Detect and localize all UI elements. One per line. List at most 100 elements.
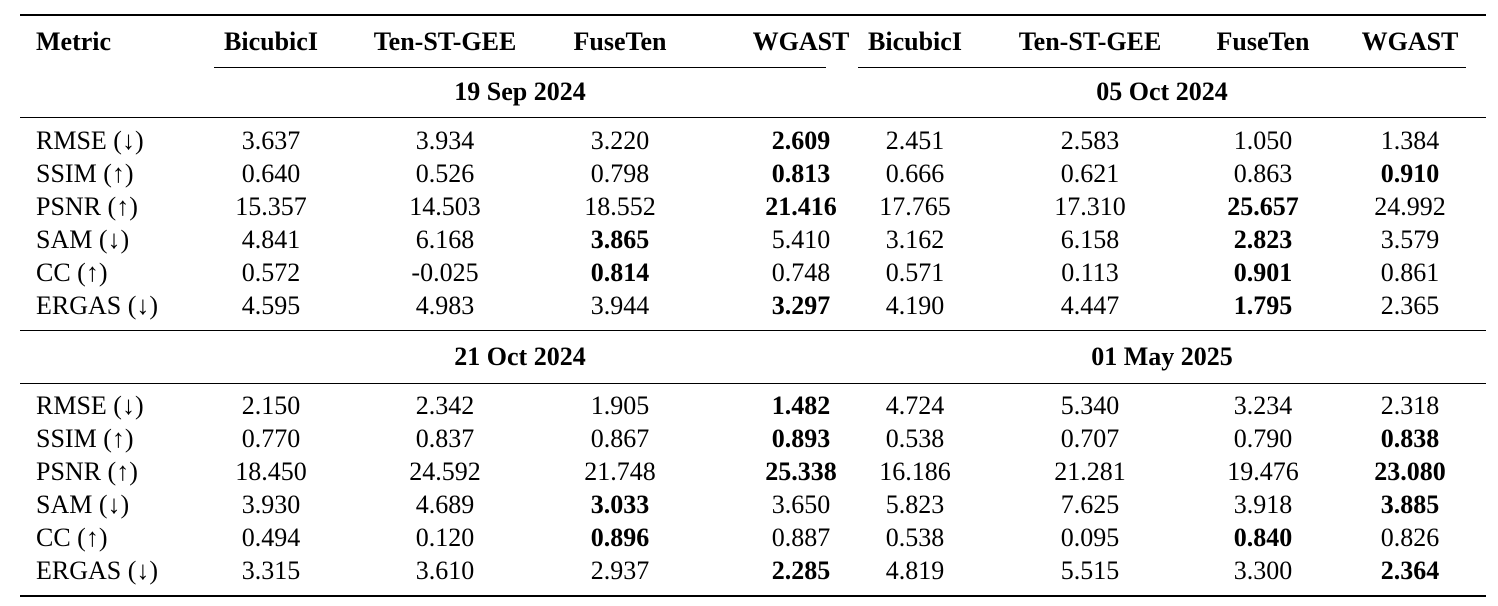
table-row: CC (↑) 0.494 0.120 0.896 0.887 0.538 0.095 0.84… xyxy=(20,522,1486,554)
table-cell: 0.790 xyxy=(1233,424,1293,453)
table-cell: 2.937 xyxy=(590,556,650,585)
table-cell: 0.837 xyxy=(415,424,475,453)
metric-label: SAM (↓) xyxy=(36,490,130,519)
metric-label: PSNR (↑) xyxy=(36,457,138,486)
table-cell: 3.918 xyxy=(1233,490,1293,519)
table-cell: 0.572 xyxy=(241,258,301,287)
table-cell: 3.220 xyxy=(590,126,650,155)
table-row: PSNR (↑) 15.357 14.503 18.552 21.416 17.765 17… xyxy=(20,191,1486,223)
metric-label: CC (↑) xyxy=(36,258,108,287)
table-cell: 4.983 xyxy=(415,291,475,320)
table-cell: 25.657 xyxy=(1227,192,1299,221)
table-cell: 3.650 xyxy=(771,490,831,519)
table-cell: 2.318 xyxy=(1380,391,1440,420)
table-row: CC (↑) 0.572 -0.025 0.814 0.748 0.571 0.113 0.9… xyxy=(20,257,1486,289)
header-method: WGAST xyxy=(1361,27,1459,56)
table-cell: 0.666 xyxy=(885,159,945,188)
table-cell: 0.896 xyxy=(590,523,650,552)
metric-label: SAM (↓) xyxy=(36,225,130,254)
table-cell: 0.621 xyxy=(1060,159,1120,188)
table-row: ERGAS (↓) 3.315 3.610 2.937 2.285 4.819 5.515 3… xyxy=(20,555,1486,587)
table-cell: 2.823 xyxy=(1233,225,1293,254)
table-cell: 3.944 xyxy=(590,291,650,320)
table-cell: 4.841 xyxy=(241,225,301,254)
header-method: BicubicI xyxy=(868,27,962,56)
table-cell: 16.186 xyxy=(879,457,951,486)
table-cell: 2.609 xyxy=(771,126,831,155)
table-cell: 0.095 xyxy=(1060,523,1120,552)
table-cell: 3.579 xyxy=(1380,225,1440,254)
metric-label: RMSE (↓) xyxy=(36,391,144,420)
table-cell: 6.158 xyxy=(1060,225,1120,254)
table-cell: 0.893 xyxy=(771,424,831,453)
header-method: BicubicI xyxy=(224,27,318,56)
table-cell: -0.025 xyxy=(411,258,479,287)
header-method: WGAST xyxy=(752,27,850,56)
table-cell: 3.610 xyxy=(415,556,475,585)
table-row: ERGAS (↓) 4.595 4.983 3.944 3.297 4.190 4.447 1… xyxy=(20,290,1486,322)
table-cell: 24.592 xyxy=(409,457,481,486)
group-rule-right xyxy=(858,67,1466,68)
table-cell: 15.357 xyxy=(235,192,307,221)
mid-rule-3 xyxy=(20,383,1486,384)
metric-label: RMSE (↓) xyxy=(36,126,144,155)
table-row: SAM (↓) 4.841 6.168 3.865 5.410 3.162 6.158 2.8… xyxy=(20,224,1486,256)
table-cell: 2.365 xyxy=(1380,291,1440,320)
table-cell: 3.297 xyxy=(771,291,831,320)
table-cell: 3.315 xyxy=(241,556,301,585)
table-cell: 2.451 xyxy=(885,126,945,155)
table-cell: 3.930 xyxy=(241,490,301,519)
table-row: PSNR (↑) 18.450 24.592 21.748 25.338 16.186 21… xyxy=(20,456,1486,488)
table-cell: 3.885 xyxy=(1380,490,1440,519)
table-cell: 2.150 xyxy=(241,391,301,420)
table-cell: 24.992 xyxy=(1374,192,1446,221)
table-cell: 1.384 xyxy=(1380,126,1440,155)
table-cell: 4.190 xyxy=(885,291,945,320)
table-cell: 3.033 xyxy=(590,490,650,519)
table-row: SSIM (↑) 0.770 0.837 0.867 0.893 0.538 0.707 0.… xyxy=(20,423,1486,455)
table-cell: 5.515 xyxy=(1060,556,1120,585)
table-cell: 4.595 xyxy=(241,291,301,320)
table-cell: 4.724 xyxy=(885,391,945,420)
table-cell: 1.795 xyxy=(1233,291,1293,320)
table-cell: 0.770 xyxy=(241,424,301,453)
table-cell: 0.538 xyxy=(885,424,945,453)
header-metric: Metric xyxy=(36,27,112,56)
table-cell: 2.342 xyxy=(415,391,475,420)
table-cell: 0.113 xyxy=(1061,258,1119,287)
header-method: FuseTen xyxy=(1216,27,1310,56)
header-method: FuseTen xyxy=(573,27,667,56)
table-cell: 0.838 xyxy=(1380,424,1440,453)
table-cell: 0.867 xyxy=(590,424,650,453)
date-label: 01 May 2025 xyxy=(1091,342,1233,371)
table-cell: 0.538 xyxy=(885,523,945,552)
table-cell: 3.637 xyxy=(241,126,301,155)
table-cell: 0.826 xyxy=(1380,523,1440,552)
table-cell: 0.887 xyxy=(771,523,831,552)
table-row: RMSE (↓) 2.150 2.342 1.905 1.482 4.724 5.340 3.… xyxy=(20,390,1486,422)
table-cell: 3.934 xyxy=(415,126,475,155)
metric-label: SSIM (↑) xyxy=(36,159,134,188)
table-cell: 0.748 xyxy=(771,258,831,287)
mid-rule-2 xyxy=(20,330,1486,331)
table-cell: 0.494 xyxy=(241,523,301,552)
table-cell: 0.707 xyxy=(1060,424,1120,453)
header-method: Ten-ST-GEE xyxy=(1018,27,1162,56)
table-cell: 2.583 xyxy=(1060,126,1120,155)
table-cell: 0.910 xyxy=(1380,159,1440,188)
table-cell: 1.905 xyxy=(590,391,650,420)
table-cell: 21.281 xyxy=(1054,457,1126,486)
table-cell: 3.234 xyxy=(1233,391,1293,420)
table-cell: 4.447 xyxy=(1060,291,1120,320)
table-cell: 1.050 xyxy=(1233,126,1293,155)
group-rule-left xyxy=(214,67,826,68)
metric-label: SSIM (↑) xyxy=(36,424,134,453)
table-cell: 0.813 xyxy=(771,159,831,188)
table-cell: 4.819 xyxy=(885,556,945,585)
date-label: 21 Oct 2024 xyxy=(454,342,586,371)
top-rule xyxy=(20,14,1486,16)
table-cell: 3.300 xyxy=(1233,556,1293,585)
table-cell: 0.640 xyxy=(241,159,301,188)
table-cell: 25.338 xyxy=(765,457,837,486)
table-cell: 5.340 xyxy=(1060,391,1120,420)
